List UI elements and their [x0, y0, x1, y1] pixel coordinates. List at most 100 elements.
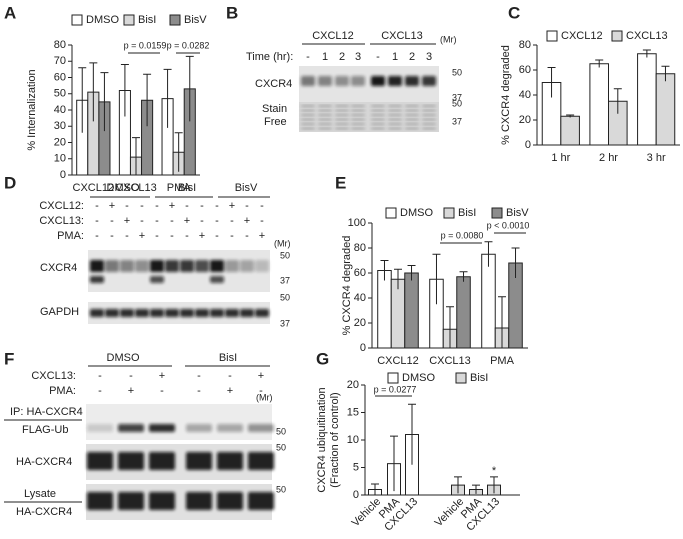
blot-band [405, 114, 419, 116]
blot-band [388, 127, 402, 130]
marker: 50 [276, 484, 286, 494]
x-tick-label: PMA [167, 182, 192, 194]
blot-band [255, 260, 269, 272]
blot-band [388, 109, 402, 112]
legend-swatch [169, 14, 181, 26]
mr-label: (Mr) [440, 34, 457, 44]
error-bar [595, 59, 604, 68]
lane-label: - [260, 200, 264, 212]
blot-band [335, 105, 349, 107]
blot-band [335, 118, 349, 121]
lane-label: - [160, 385, 164, 397]
y-tick-label: 60 [354, 267, 366, 279]
blot-band [248, 424, 274, 432]
bar [481, 253, 496, 349]
lane-label: - [110, 215, 114, 227]
blot-band [210, 309, 224, 317]
annotation: p < 0.0010 [487, 220, 530, 230]
lane-label: - [170, 215, 174, 227]
error-bar [642, 49, 651, 58]
legend-swatch [611, 30, 623, 42]
lane-label: - [306, 51, 310, 63]
blot-band [135, 309, 149, 317]
error-bar [498, 296, 506, 348]
y-axis-label: % CXCR4 degraded [500, 45, 512, 145]
y-tick-label: 80 [354, 242, 366, 254]
lane-label: + [169, 200, 175, 212]
blot-band [388, 76, 402, 86]
group-label: CXCL12 [312, 30, 354, 42]
blot-band [405, 118, 419, 121]
lane-label: - [245, 230, 249, 242]
lane-label: - [95, 230, 99, 242]
blot-band [422, 127, 436, 130]
lane-label: - [228, 370, 232, 382]
legend-label: BisI [138, 14, 156, 26]
blot-band [150, 276, 164, 283]
error-bar [185, 55, 194, 122]
blot-band [240, 260, 254, 272]
blot-membrane [86, 444, 272, 480]
lane-label: + [244, 215, 250, 227]
blot-band [90, 276, 104, 283]
blot-band [301, 127, 315, 130]
condition-label: PMA: [57, 230, 84, 242]
marker: 50 [452, 67, 462, 77]
x-tick-label: 1 hr [551, 152, 570, 164]
lane-label: - [129, 370, 133, 382]
group-label: BisI [178, 182, 196, 194]
lane-label: - [125, 230, 129, 242]
blot-band [351, 123, 365, 125]
marker: 50 [452, 98, 462, 108]
blot-band [351, 109, 365, 112]
blot-band [210, 260, 224, 272]
lane-label: + [227, 385, 233, 397]
error-bar [78, 67, 87, 133]
blot-band [371, 118, 385, 121]
error-bar [100, 72, 109, 132]
error-bar [89, 62, 98, 122]
blot-band [371, 109, 385, 112]
lane-label: 1 [392, 51, 398, 63]
error-bar [408, 403, 416, 465]
lane-label: - [98, 370, 102, 382]
blot-band [388, 114, 402, 116]
blot-band [240, 309, 254, 317]
marker: 50 [276, 426, 286, 436]
blot-band [149, 424, 175, 432]
blot-band [248, 492, 274, 510]
blot-band [165, 309, 179, 317]
marker: 37 [280, 318, 290, 328]
error-bar [174, 132, 183, 172]
legend-swatch [546, 30, 558, 42]
lane-label: - [140, 215, 144, 227]
lane-label: - [155, 215, 159, 227]
lane-label: + [258, 370, 264, 382]
error-bar [143, 73, 152, 127]
blot-band [351, 105, 365, 107]
blot-band [351, 114, 365, 116]
panel-letter: A [4, 3, 16, 22]
blot-band [422, 114, 436, 116]
legend-swatch [385, 207, 397, 219]
y-tick-label: 100 [348, 217, 366, 229]
bar [404, 272, 419, 349]
legend-swatch [123, 14, 135, 26]
blot-band [335, 114, 349, 116]
bar [637, 53, 657, 146]
blot-band [405, 76, 419, 86]
blot-band [195, 260, 209, 272]
blot-band [318, 109, 332, 112]
row-label: FLAG-Ub [22, 424, 68, 436]
blot-band [301, 123, 315, 125]
lane-label: - [95, 200, 99, 212]
blot-band [335, 127, 349, 130]
error-bar [380, 260, 389, 281]
lane-label: + [124, 215, 130, 227]
lane-label: - [170, 230, 174, 242]
blot-band [105, 260, 119, 272]
blot-membrane [86, 404, 272, 440]
blot-band [118, 452, 144, 470]
bar [589, 63, 609, 146]
row-label: Lysate [24, 488, 56, 500]
